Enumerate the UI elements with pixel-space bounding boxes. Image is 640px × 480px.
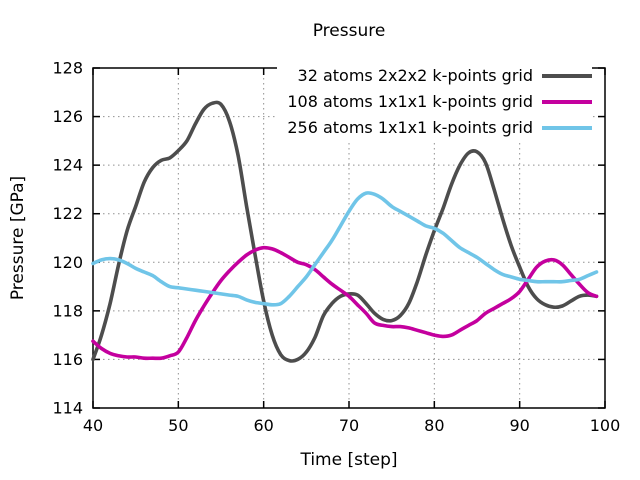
y-tick-label: 118	[52, 301, 83, 320]
legend: 32 atoms 2x2x2 k-points grid 108 atoms 1…	[277, 62, 592, 141]
legend-row: 108 atoms 1x1x1 k-points grid	[287, 90, 592, 113]
y-tick-label: 126	[52, 107, 83, 126]
y-tick-label: 128	[52, 59, 83, 78]
y-axis-label: Pressure [GPa]	[8, 175, 28, 301]
y-tick-label: 124	[52, 156, 83, 175]
x-tick-label: 70	[339, 416, 359, 435]
legend-row: 32 atoms 2x2x2 k-points grid	[287, 64, 592, 87]
series-line-0	[91, 100, 599, 363]
chart-title: Pressure	[312, 21, 386, 41]
series-line-2	[91, 191, 599, 307]
x-tick-label: 40	[83, 416, 103, 435]
y-tick-label: 114	[52, 399, 83, 418]
legend-label: 108 atoms 1x1x1 k-points grid	[287, 92, 533, 111]
legend-label: 256 atoms 1x1x1 k-points grid	[287, 118, 533, 137]
legend-line-swatch	[542, 73, 592, 78]
x-axis-label: Time [step]	[300, 450, 398, 470]
legend-label: 32 atoms 2x2x2 k-points grid	[297, 66, 533, 85]
x-tick-label: 100	[590, 416, 621, 435]
y-tick-label: 122	[52, 204, 83, 223]
x-tick-label: 80	[424, 416, 444, 435]
x-tick-label: 50	[168, 416, 188, 435]
legend-line-swatch	[542, 125, 592, 130]
x-tick-label: 60	[253, 416, 273, 435]
series-line-1	[91, 245, 599, 361]
y-tick-label: 116	[52, 350, 83, 369]
x-tick-label: 90	[509, 416, 529, 435]
legend-line-swatch	[542, 99, 592, 104]
legend-row: 256 atoms 1x1x1 k-points grid	[287, 116, 592, 139]
y-tick-label: 120	[52, 253, 83, 272]
